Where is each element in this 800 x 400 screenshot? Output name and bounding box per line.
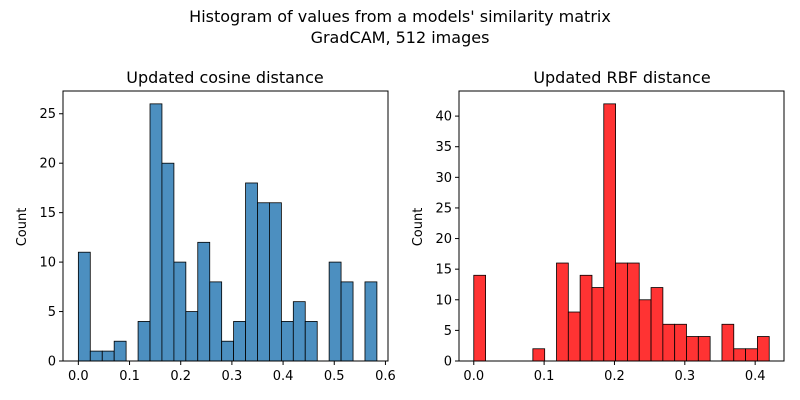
cosine-y-tick-label: 25: [39, 107, 56, 122]
cosine-panel-title: Updated cosine distance: [126, 68, 323, 87]
cosine-x-tick-label: 0.5: [324, 369, 345, 384]
cosine-y-axis: 0 5 10 15 20 25: [39, 107, 63, 370]
cosine-bar: [269, 202, 282, 362]
rbf-plot-frame: [458, 90, 785, 362]
cosine-bar: [209, 281, 223, 362]
cosine-plot-frame: [62, 90, 389, 362]
suptitle-line-2: GradCAM, 512 images: [311, 28, 490, 47]
cosine-bar: [185, 311, 199, 362]
rbf-bar: [757, 336, 770, 362]
rbf-bar: [591, 287, 605, 362]
rbf-bar: [567, 311, 581, 362]
cosine-histogram-panel: Updated cosine distance Count 0.0 0.1 0.2 0…: [15, 68, 396, 384]
rbf-y-tick-label: 0: [444, 355, 452, 370]
cosine-bar: [137, 321, 151, 362]
rbf-bar: [532, 348, 546, 362]
rbf-x-tick-label: 0.2: [604, 369, 625, 384]
rbf-y-axis-label: Count: [411, 208, 426, 247]
rbf-bar: [721, 323, 735, 362]
rbf-y-tick-label: 15: [435, 263, 452, 278]
cosine-y-tick-label: 15: [39, 206, 56, 221]
cosine-bar: [77, 251, 91, 362]
cosine-bars: [77, 103, 378, 362]
rbf-y-tick-label: 10: [435, 293, 452, 308]
cosine-x-tick-label: 0.1: [119, 369, 140, 384]
cosine-x-tick-label: 0.3: [222, 369, 243, 384]
rbf-x-axis: 0.0 0.1 0.2 0.3 0.4: [463, 361, 766, 384]
cosine-x-tick-label: 0.0: [68, 369, 89, 384]
rbf-x-tick-label: 0.3: [674, 369, 695, 384]
cosine-bar: [292, 301, 306, 362]
cosine-bar: [280, 321, 294, 362]
rbf-bars: [473, 103, 770, 362]
rbf-bar: [473, 274, 486, 362]
cosine-bar: [149, 103, 163, 362]
rbf-bar: [556, 262, 569, 362]
rbf-bar: [733, 348, 746, 362]
cosine-bar: [101, 350, 115, 362]
rbf-bar: [579, 274, 593, 362]
cosine-y-tick-label: 5: [48, 305, 56, 320]
rbf-y-tick-label: 35: [435, 140, 452, 155]
cosine-y-tick-label: 0: [48, 355, 56, 370]
rbf-y-tick-label: 25: [435, 201, 452, 216]
rbf-x-tick-label: 0.1: [534, 369, 555, 384]
rbf-bar: [697, 336, 711, 362]
cosine-bar: [245, 182, 258, 362]
rbf-y-tick-label: 20: [435, 232, 452, 247]
rbf-bar: [650, 287, 664, 362]
cosine-x-tick-label: 0.2: [170, 369, 191, 384]
rbf-y-tick-label: 30: [435, 171, 452, 186]
suptitle-line-1: Histogram of values from a models' simil…: [189, 7, 611, 26]
cosine-x-tick-label: 0.4: [273, 369, 294, 384]
rbf-histogram-panel: Updated RBF distance Count 0.0 0.1 0.2 0.3 0…: [411, 68, 785, 384]
rbf-bar: [686, 336, 699, 362]
rbf-y-tick-label: 40: [435, 110, 452, 125]
cosine-bar: [257, 202, 270, 362]
rbf-x-tick-label: 0.0: [463, 369, 484, 384]
rbf-bar: [603, 103, 616, 362]
rbf-bar: [615, 262, 628, 362]
cosine-bar: [113, 340, 127, 362]
rbf-bar: [638, 299, 652, 362]
rbf-y-axis: 0 5 10 15 20 25 30 35 40: [435, 110, 459, 370]
rbf-x-tick-label: 0.4: [745, 369, 766, 384]
cosine-bar: [221, 340, 234, 362]
cosine-bar: [328, 261, 342, 362]
rbf-bar: [662, 323, 676, 362]
cosine-y-tick-label: 10: [39, 256, 56, 271]
cosine-y-axis-label: Count: [15, 208, 30, 247]
rbf-bar: [627, 262, 640, 362]
cosine-x-tick-label: 0.6: [375, 369, 396, 384]
rbf-bar: [674, 323, 687, 362]
cosine-bar: [233, 321, 246, 362]
cosine-bar: [197, 241, 211, 362]
cosine-y-tick-label: 20: [39, 157, 56, 172]
cosine-bar: [161, 162, 175, 362]
rbf-bar: [745, 348, 758, 362]
cosine-bar: [364, 281, 378, 362]
cosine-bar: [340, 281, 354, 362]
rbf-y-tick-label: 5: [444, 324, 452, 339]
cosine-bar: [173, 261, 187, 362]
cosine-bar: [89, 350, 103, 362]
cosine-bar: [304, 321, 318, 362]
cosine-x-axis: 0.0 0.1 0.2 0.3 0.4 0.5 0.6: [68, 361, 396, 384]
rbf-panel-title: Updated RBF distance: [533, 68, 710, 87]
